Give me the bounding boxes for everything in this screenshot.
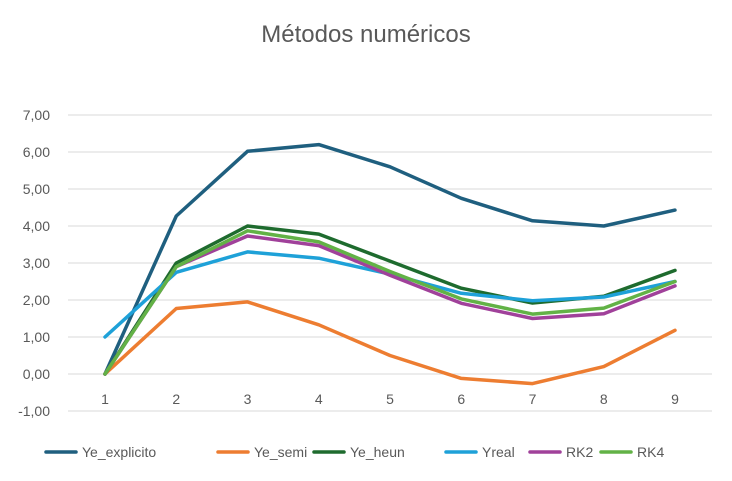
chart-title: Métodos numéricos bbox=[261, 21, 470, 48]
x-tick-label: 1 bbox=[101, 391, 109, 407]
legend-item: Ye_explicito bbox=[44, 444, 156, 460]
legend-item: Yreal bbox=[444, 444, 515, 460]
legend-label: Yreal bbox=[482, 444, 515, 460]
legend-item: RK4 bbox=[599, 444, 664, 460]
x-axis-ticks: 1 2 3 4 5 6 7 8 9 bbox=[101, 391, 679, 407]
x-tick-label: 9 bbox=[671, 391, 679, 407]
series-line-rk4 bbox=[103, 229, 677, 376]
legend-label: Ye_semi bbox=[254, 444, 307, 460]
y-tick-label: 6,00 bbox=[23, 144, 50, 160]
legend: Ye_explicito Ye_semi Ye_heun Yreal RK2 RK4 bbox=[44, 444, 664, 460]
x-tick-label: 4 bbox=[315, 391, 323, 407]
legend-item: Ye_heun bbox=[312, 444, 405, 460]
x-tick-label: 2 bbox=[172, 391, 180, 407]
series-line-ye-explicito bbox=[103, 142, 677, 376]
gridlines bbox=[68, 114, 712, 412]
x-tick-label: 3 bbox=[244, 391, 252, 407]
y-axis-ticks: -1,00 0,00 1,00 2,00 3,00 4,00 5,00 6,00 7,00 bbox=[18, 107, 50, 419]
x-tick-label: 6 bbox=[457, 391, 465, 407]
series-line-yreal bbox=[103, 250, 677, 339]
legend-label: Ye_heun bbox=[350, 444, 405, 460]
y-tick-label: 0,00 bbox=[23, 366, 50, 382]
y-tick-label: -1,00 bbox=[18, 403, 50, 419]
legend-label: Ye_explicito bbox=[82, 444, 156, 460]
x-tick-label: 8 bbox=[600, 391, 608, 407]
x-tick-label: 7 bbox=[529, 391, 537, 407]
y-tick-label: 3,00 bbox=[23, 255, 50, 271]
y-tick-label: 1,00 bbox=[23, 329, 50, 345]
series-lines bbox=[103, 142, 677, 386]
series-line-ye-semi bbox=[103, 300, 677, 386]
x-tick-label: 5 bbox=[386, 391, 394, 407]
y-tick-label: 4,00 bbox=[23, 218, 50, 234]
y-tick-label: 2,00 bbox=[23, 292, 50, 308]
legend-label: RK2 bbox=[566, 444, 593, 460]
y-tick-label: 5,00 bbox=[23, 181, 50, 197]
y-tick-label: 7,00 bbox=[23, 107, 50, 123]
legend-label: RK4 bbox=[637, 444, 664, 460]
legend-item: Ye_semi bbox=[216, 444, 307, 460]
legend-item: RK2 bbox=[528, 444, 593, 460]
